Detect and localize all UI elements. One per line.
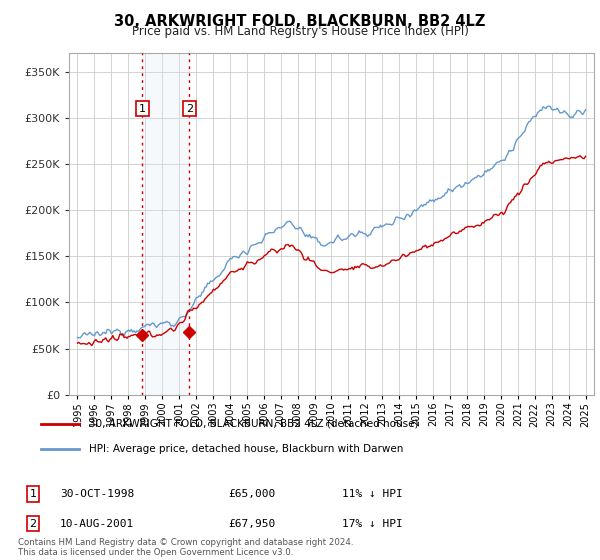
Bar bbox=[142, 53, 189, 395]
Text: 2: 2 bbox=[29, 519, 37, 529]
Text: 11% ↓ HPI: 11% ↓ HPI bbox=[342, 489, 403, 499]
Text: Contains HM Land Registry data © Crown copyright and database right 2024.
This d: Contains HM Land Registry data © Crown c… bbox=[18, 538, 353, 557]
Text: 30, ARKWRIGHT FOLD, BLACKBURN, BB2 4LZ: 30, ARKWRIGHT FOLD, BLACKBURN, BB2 4LZ bbox=[115, 14, 485, 29]
Text: HPI: Average price, detached house, Blackburn with Darwen: HPI: Average price, detached house, Blac… bbox=[89, 444, 404, 454]
Text: £65,000: £65,000 bbox=[228, 489, 275, 499]
Text: 2: 2 bbox=[185, 104, 193, 114]
Text: 17% ↓ HPI: 17% ↓ HPI bbox=[342, 519, 403, 529]
Text: £67,950: £67,950 bbox=[228, 519, 275, 529]
Text: 1: 1 bbox=[29, 489, 37, 499]
Text: Price paid vs. HM Land Registry's House Price Index (HPI): Price paid vs. HM Land Registry's House … bbox=[131, 25, 469, 38]
Text: 30-OCT-1998: 30-OCT-1998 bbox=[60, 489, 134, 499]
Text: 1: 1 bbox=[139, 104, 146, 114]
Text: 10-AUG-2001: 10-AUG-2001 bbox=[60, 519, 134, 529]
Text: 30, ARKWRIGHT FOLD, BLACKBURN, BB2 4LZ (detached house): 30, ARKWRIGHT FOLD, BLACKBURN, BB2 4LZ (… bbox=[89, 419, 419, 429]
